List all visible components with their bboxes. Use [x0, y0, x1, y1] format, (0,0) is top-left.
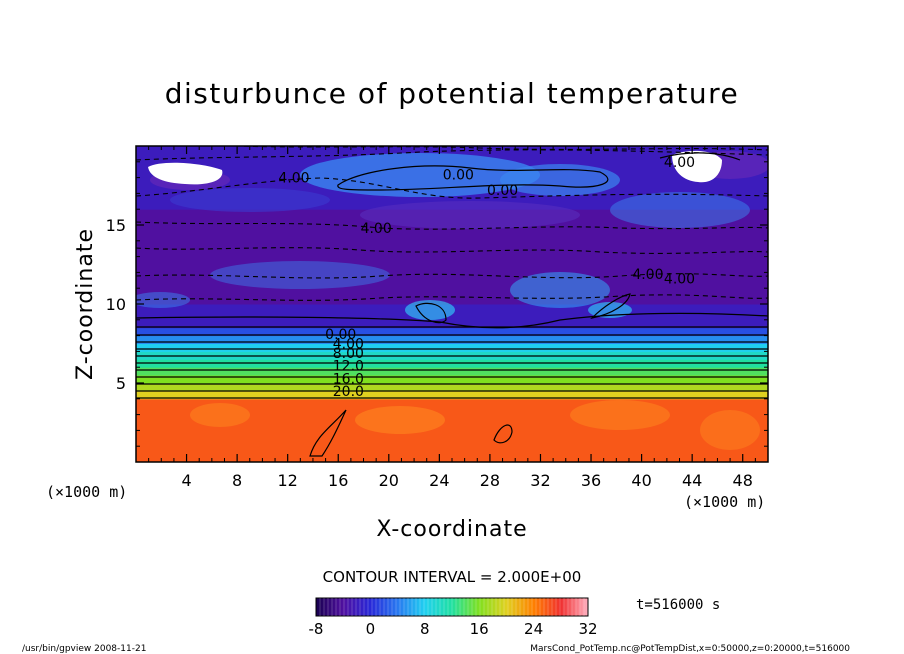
contour-label: 0.00 [443, 167, 474, 183]
contour-label: 4.00 [333, 337, 364, 353]
colorbar-tick-label: 8 [420, 620, 430, 638]
contour-label: 12.0 [333, 359, 364, 375]
heatmap-band-9 [136, 327, 768, 337]
x-tick-label: 20 [379, 471, 399, 490]
heatmap-band-7 [136, 343, 768, 352]
colorbar-stripes [319, 598, 585, 616]
heatmap-band-8 [136, 335, 768, 344]
x-tick-label: 8 [232, 471, 242, 490]
x-tick-label: 16 [328, 471, 348, 490]
x-unit-left: (×1000 m) [46, 483, 127, 501]
contour-interval: CONTOUR INTERVAL = 2.000E+00 [323, 568, 582, 586]
contour-labels: 4.00 0.000.004.004.004.00 4.000.004.008.00… [278, 155, 695, 400]
x-tick-label: 44 [682, 471, 702, 490]
x-tick-label: 36 [581, 471, 601, 490]
contour-label: 4.00 [664, 272, 695, 288]
x-tick-label: 24 [429, 471, 449, 490]
footer-left: /usr/bin/gpview 2008-11-21 [22, 644, 146, 654]
y-tick-label: 10 [106, 295, 126, 314]
x-tick-label: 4 [181, 471, 191, 490]
contour-label: 8.00 [333, 346, 364, 362]
colorbar-tick-label: -8 [309, 620, 324, 638]
x-tick-label: 12 [278, 471, 298, 490]
y-axis-label: Z-coordinate [73, 228, 98, 380]
colorbar-tick-label: 16 [470, 620, 489, 638]
y-tick-label: 5 [116, 374, 126, 393]
contour-label: 4.00 [632, 267, 663, 283]
x-axis-label: X-coordinate [376, 517, 527, 542]
contour-label: 20.0 [333, 384, 364, 400]
contour-lines [136, 152, 768, 457]
heatmap-band-0 [136, 398, 768, 462]
heatmap-band-4 [136, 367, 768, 376]
colorbar-tick-label: 32 [578, 620, 597, 638]
x-tick-label: 48 [733, 471, 753, 490]
x-tick-label: 32 [530, 471, 550, 490]
contour-label: 16.0 [333, 371, 364, 387]
x-unit-right: (×1000 m) [684, 493, 765, 511]
time-label: t=516000 s [636, 597, 720, 613]
chart-title: disturbunce of potential temperature [165, 77, 740, 110]
footer-right: MarsCond_PotTemp.nc@PotTempDist,x=0:5000… [530, 644, 850, 654]
colorbar-tick-label: 24 [524, 620, 543, 638]
contour-label: 0.00 [325, 327, 356, 343]
heatmap-band-1 [136, 390, 768, 400]
colorbar-ticks: -8 0 8 16 24 32 [309, 620, 598, 638]
contour-label: 4.00 [664, 155, 695, 171]
plot-area: 4.00 0.000.004.004.004.00 4.000.004.008.00… [136, 146, 768, 462]
contour-label: 4.00 [361, 221, 392, 237]
x-tick-label: 28 [480, 471, 500, 490]
colorbar-tick-label: 0 [366, 620, 376, 638]
heatmap-band-2 [136, 383, 768, 392]
y-tick-label: 15 [106, 216, 126, 235]
contour-label: 0.00 [487, 183, 518, 199]
contour-label: 4.00 [278, 171, 309, 187]
colorbar [315, 597, 589, 617]
x-tick-label: 40 [631, 471, 651, 490]
heatmap-band-3 [136, 375, 768, 384]
